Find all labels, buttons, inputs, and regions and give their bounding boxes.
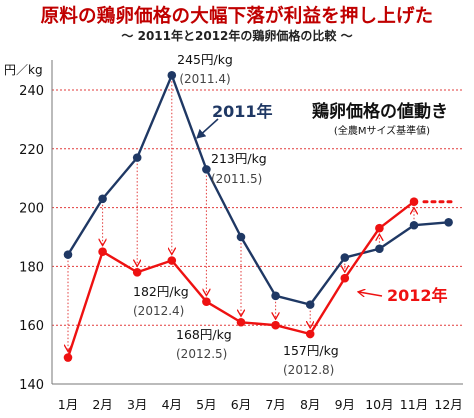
annotation-value: 213円/kg bbox=[211, 151, 267, 166]
x-tick-label: 5月 bbox=[196, 397, 216, 412]
data-point-2011 bbox=[236, 232, 246, 242]
y-tick-label: 140 bbox=[19, 378, 44, 393]
data-point-2012 bbox=[409, 197, 419, 207]
data-point-2012 bbox=[375, 223, 384, 233]
series-label-2011-arrow bbox=[196, 118, 219, 139]
data-point-2011 bbox=[375, 244, 384, 254]
x-tick-label: 8月 bbox=[300, 397, 320, 412]
panel-title: 鶏卵価格の値動き bbox=[312, 101, 448, 122]
x-tick-label: 4月 bbox=[162, 397, 182, 412]
x-tick-label: 11月 bbox=[400, 397, 428, 412]
y-tick-label: 240 bbox=[19, 84, 44, 99]
data-point-2011 bbox=[409, 220, 419, 230]
data-point-2012 bbox=[202, 297, 211, 306]
annotation-date: (2011.5) bbox=[211, 172, 262, 186]
annotation-date: (2012.8) bbox=[283, 363, 334, 377]
data-point-2012 bbox=[167, 256, 177, 265]
y-tick-label: 180 bbox=[19, 260, 44, 275]
series-line-2012 bbox=[66, 200, 415, 358]
data-point-2011 bbox=[132, 153, 142, 162]
x-tick-label: 6月 bbox=[231, 397, 251, 412]
annotation-value: 157円/kg bbox=[283, 343, 339, 358]
series-line-2011 bbox=[66, 74, 449, 306]
data-point-2011 bbox=[340, 253, 350, 262]
y-tick-label: 220 bbox=[19, 143, 44, 158]
data-point-2011 bbox=[98, 194, 107, 204]
x-tick-label: 10月 bbox=[365, 397, 393, 412]
x-tick-label: 2月 bbox=[92, 397, 112, 412]
data-point-2011 bbox=[167, 71, 177, 80]
y-tick-label: 200 bbox=[19, 202, 44, 217]
annotation-date: (2011.4) bbox=[179, 72, 230, 86]
data-point-2011 bbox=[305, 300, 315, 309]
annotation-date: (2012.4) bbox=[133, 304, 184, 318]
y-axis-unit: 円／kg bbox=[4, 63, 43, 77]
series-label-2011: 2011年 bbox=[212, 102, 273, 121]
data-point-2012 bbox=[132, 267, 142, 277]
data-point-2011 bbox=[63, 250, 73, 259]
y-tick-label: 160 bbox=[19, 319, 44, 334]
data-point-2012 bbox=[271, 320, 280, 330]
data-point-2012 bbox=[340, 273, 350, 283]
chart-title: 原料の鶏卵価格の大幅下落が利益を押し上げた bbox=[40, 6, 434, 27]
data-point-2011 bbox=[444, 218, 453, 227]
annotation-date: (2012.5) bbox=[176, 347, 227, 361]
x-tick-label: 1月 bbox=[58, 397, 78, 412]
annotation-value: 245円/kg bbox=[177, 52, 233, 67]
data-point-2011 bbox=[271, 291, 280, 301]
chart-subtitle: ～ 2011年と2012年の鶏卵価格の比較 ～ bbox=[121, 29, 353, 43]
annotation-value: 168円/kg bbox=[176, 327, 232, 342]
data-point-2012 bbox=[63, 353, 73, 362]
x-tick-label: 7月 bbox=[265, 397, 285, 412]
series-label-2012: 2012年 bbox=[387, 286, 448, 305]
x-tick-label: 9月 bbox=[335, 397, 355, 412]
data-point-2011 bbox=[202, 165, 211, 174]
x-tick-label: 12月 bbox=[434, 397, 462, 412]
data-point-2012 bbox=[98, 247, 107, 256]
annotation-value: 182円/kg bbox=[133, 284, 189, 299]
x-tick-label: 3月 bbox=[127, 397, 147, 412]
data-point-2012 bbox=[305, 329, 315, 339]
panel-note: (全農Mサイズ基準値) bbox=[334, 124, 430, 137]
data-point-2012 bbox=[236, 317, 246, 327]
series-label-2012-arrow bbox=[359, 292, 383, 296]
